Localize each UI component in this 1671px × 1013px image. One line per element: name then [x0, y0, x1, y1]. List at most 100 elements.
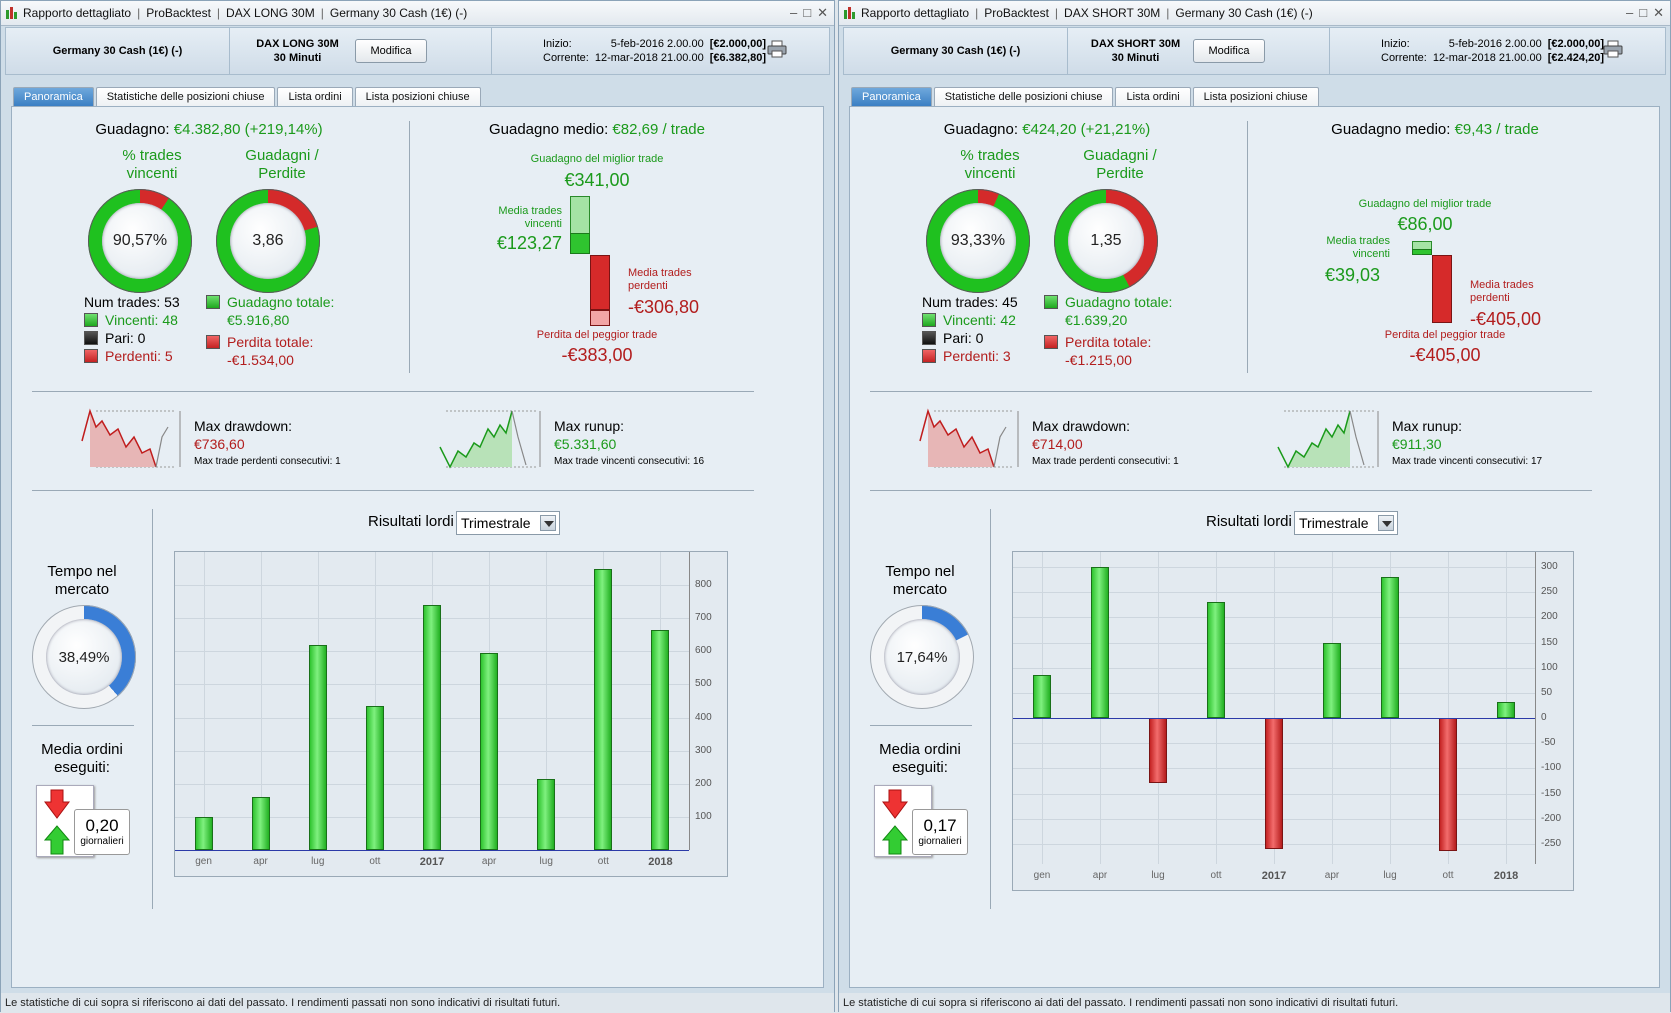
- date-range: Inizio: 5-feb-2016 2.00.00 [€2.000,00] Cor…: [1330, 28, 1665, 74]
- chart-y-tick: 300: [1541, 561, 1558, 573]
- maximize-icon[interactable]: □: [1639, 5, 1648, 20]
- chart-y-axis: [1535, 552, 1536, 864]
- title-probacktest: ProBacktest: [984, 6, 1049, 20]
- title-strategy: DAX LONG 30M: [226, 6, 315, 20]
- drawdown-label: Max drawdown:: [194, 418, 293, 434]
- current-label: Corrente:: [543, 52, 589, 64]
- ratio-title-1: Guadagni /: [1083, 147, 1157, 164]
- orders-value: 0,20: [85, 816, 119, 835]
- worst-trade-label: Perdita del peggior trade: [536, 329, 658, 341]
- printer-icon[interactable]: [767, 40, 787, 58]
- losers-count: Perdenti: 3: [943, 348, 1011, 364]
- printer-icon[interactable]: [1603, 40, 1623, 58]
- title-report: Rapporto dettagliato: [23, 6, 132, 20]
- total-gain-swatch: [1044, 295, 1058, 309]
- strategy-section: DAX SHORT 30M 30 Minuti Modifica: [1068, 28, 1330, 74]
- total-gain-value: €1.639,20: [1065, 312, 1128, 328]
- avg-loss-bar: [590, 255, 610, 310]
- time-title-1: Tempo nel: [47, 563, 117, 580]
- modify-button[interactable]: Modifica: [1193, 39, 1265, 63]
- chart-y-tick: -100: [1541, 762, 1562, 774]
- results-chart: 300 250 200 150 100 50 0 -50 -100 -150 -200 -250 gen…: [1012, 551, 1574, 891]
- chart-x-tick: apr: [481, 856, 497, 867]
- tab-closed-stats[interactable]: Statistiche delle posizioni chiuse: [933, 87, 1114, 106]
- chart-y-tick: 600: [695, 645, 712, 657]
- drawdown-sparkline: [81, 408, 181, 468]
- chart-vgridline: [1448, 552, 1449, 864]
- chart-y-tick: 100: [1541, 661, 1558, 673]
- runup-consecutive: Max trade vincenti consecutivi: 17: [1392, 456, 1543, 467]
- tab-closed-stats[interactable]: Statistiche delle posizioni chiuse: [95, 87, 276, 106]
- drawdown-sparkline: [919, 408, 1019, 468]
- time-in-market-value: 38,49%: [46, 619, 122, 695]
- chart-x-tick: 2018: [1493, 870, 1519, 882]
- report-window-long: Rapporto dettagliato | ProBacktest | DAX L…: [0, 0, 835, 1013]
- modify-button[interactable]: Modifica: [355, 39, 427, 63]
- time-in-market-donut: 17,64%: [870, 605, 974, 709]
- period-select[interactable]: Trimestrale: [456, 511, 560, 535]
- chart-bar: [365, 705, 384, 850]
- arrow-up-icon: [881, 825, 909, 855]
- minimize-icon[interactable]: –: [1626, 5, 1634, 20]
- num-trades: Num trades: 45: [922, 294, 1018, 310]
- gain-summary: Guadagno: €4.382,80 (+219,14%): [12, 121, 406, 138]
- chart-bar: [537, 778, 556, 850]
- chart-vgridline: [546, 552, 548, 850]
- tab-closed-positions[interactable]: Lista posizioni chiuse: [354, 87, 481, 106]
- win-pct-donut: 90,57%: [88, 189, 192, 293]
- chart-bar: [1207, 602, 1225, 719]
- chart-x-tick: ott: [369, 856, 381, 867]
- orders-title: Media ordini eseguiti:: [850, 741, 990, 777]
- dropdown-arrow-icon[interactable]: [540, 515, 556, 531]
- tab-overview[interactable]: Panoramica: [851, 87, 932, 106]
- close-icon[interactable]: ✕: [817, 5, 828, 20]
- gain-value: €4.382,80 (+219,14%): [173, 121, 323, 138]
- tab-bar: Panoramica Statistiche delle posizioni c…: [13, 87, 481, 106]
- orders-value-box: 0,17 giornalieri: [912, 809, 968, 855]
- chart-y-tick: 400: [695, 711, 712, 723]
- win-pct-value: 93,33%: [940, 203, 1016, 279]
- avg-gain-label: Guadagno medio:: [1331, 121, 1451, 138]
- tab-overview[interactable]: Panoramica: [13, 87, 94, 106]
- total-loss-label: Perdita totale:: [227, 334, 314, 350]
- probacktest-app-icon: [843, 6, 857, 20]
- chart-y-axis: [689, 552, 690, 850]
- tab-orders[interactable]: Lista ordini: [277, 87, 353, 106]
- winners-swatch: [922, 313, 936, 327]
- gain-label: Guadagno:: [943, 121, 1019, 138]
- close-icon[interactable]: ✕: [1653, 5, 1664, 20]
- period-select[interactable]: Trimestrale: [1294, 511, 1398, 535]
- chart-x-tick: apr: [1324, 870, 1340, 881]
- chart-x-tick: lug: [1383, 870, 1397, 881]
- avg-loss-label: Media trades perdenti: [628, 267, 728, 293]
- chart-vgridline: [203, 552, 205, 850]
- probacktest-app-icon: [5, 6, 19, 20]
- maximize-icon[interactable]: □: [803, 5, 812, 20]
- chart-zero-line: [1013, 718, 1535, 720]
- current-amount: [€6.382,80]: [709, 52, 766, 64]
- worst-trade-value: -€383,00: [561, 345, 633, 365]
- avg-win-value: €39,03: [1324, 265, 1380, 285]
- minimize-icon[interactable]: –: [790, 5, 798, 20]
- tab-orders[interactable]: Lista ordini: [1115, 87, 1191, 106]
- chart-bar: [1265, 718, 1283, 849]
- ratio-title-2: Perdite: [1096, 165, 1144, 182]
- time-title-1: Tempo nel: [885, 563, 955, 580]
- even-swatch: [84, 331, 98, 345]
- even-count: Pari: 0: [943, 330, 984, 346]
- trade-counts: Num trades: 53 Vincenti: 48 Pari: 0 Perd…: [84, 293, 180, 365]
- tab-closed-positions[interactable]: Lista posizioni chiuse: [1192, 87, 1319, 106]
- winners-swatch: [84, 313, 98, 327]
- even-count: Pari: 0: [105, 330, 146, 346]
- avg-win-label: Media trades vincenti: [1310, 235, 1390, 261]
- title-instrument: Germany 30 Cash (1€) (-): [329, 6, 468, 20]
- chart-x-tick: apr: [253, 856, 268, 867]
- total-loss-label: Perdita totale:: [1065, 334, 1152, 350]
- chart-bar: [308, 644, 327, 850]
- chart-y-tick: 500: [695, 678, 712, 690]
- orders-value: 0,17: [923, 816, 957, 835]
- dropdown-arrow-icon[interactable]: [1378, 515, 1394, 531]
- total-gain-value: €5.916,80: [227, 312, 290, 328]
- orders-unit: giornalieri: [918, 836, 962, 847]
- chart-bar: [1439, 718, 1457, 852]
